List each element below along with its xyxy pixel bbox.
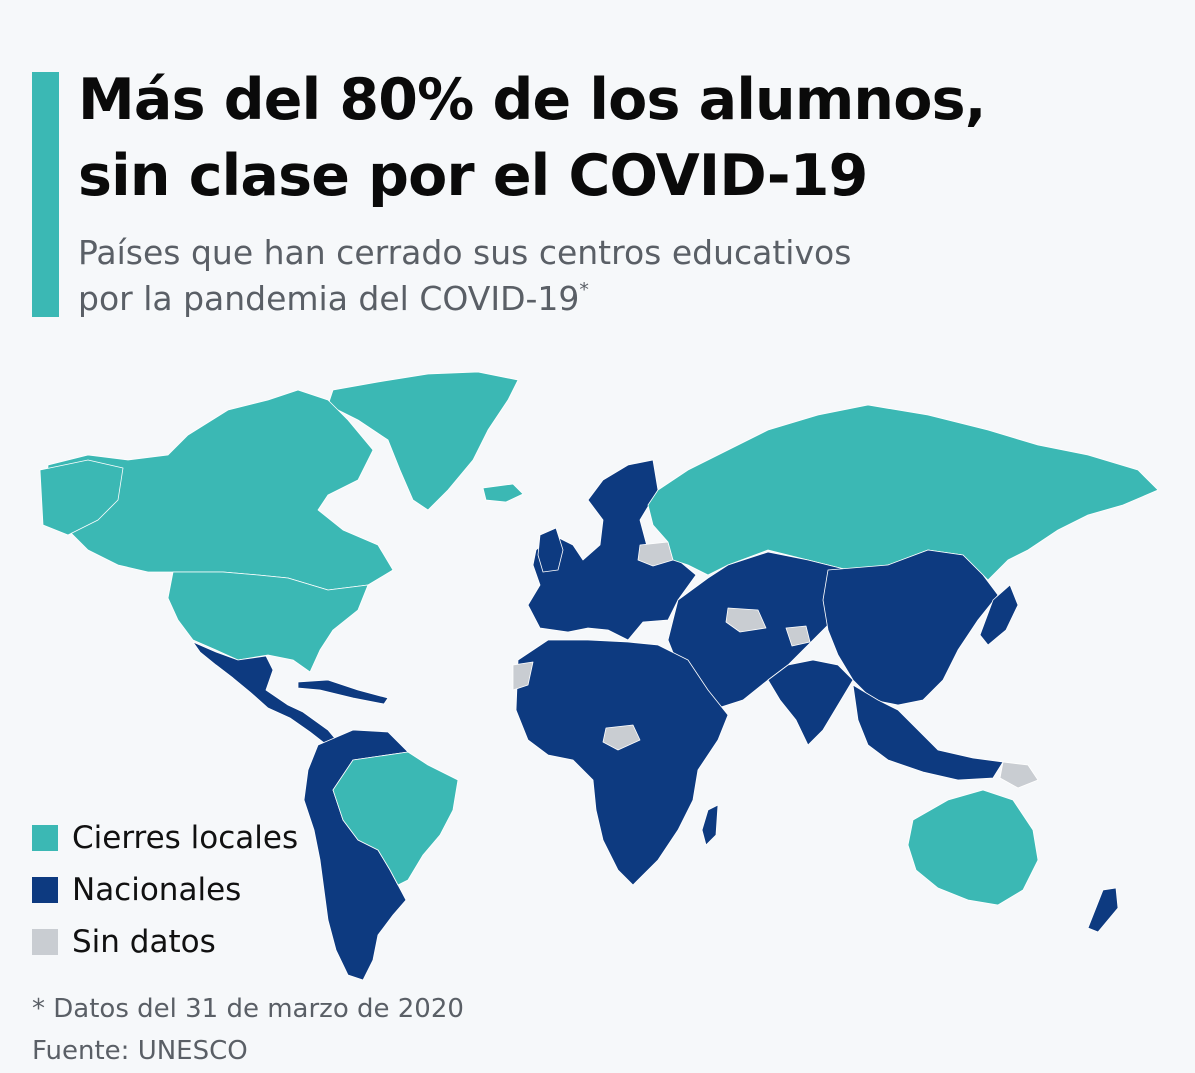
legend-item-sin-datos: Sin datos [32,916,352,968]
region-africa [515,639,729,886]
page-subtitle: Países que han cerrado sus centros educa… [78,230,1078,322]
legend-swatch-cierres-locales [32,825,58,851]
region-brazil [332,751,459,886]
region-tajikistan [785,625,811,647]
world-map [39,371,1159,981]
accent-bar [32,72,59,317]
title-line-1: Más del 80% de los alumnos, [78,67,986,133]
subtitle-line-1: Países que han cerrado sus centros educa… [78,233,852,272]
legend-item-cierres-locales: Cierres locales [32,812,352,864]
subtitle-line-2-text: por la pandemia del COVID-19 [78,279,580,318]
region-caribbean [297,679,389,705]
legend-label-nacionales: Nacionales [72,872,242,908]
region-russia [647,404,1159,581]
region-china-east-asia [822,549,999,706]
subtitle-footnote-marker: * [579,279,589,301]
legend-label-sin-datos: Sin datos [72,924,216,960]
page-title: Más del 80% de los alumnos, sin clase po… [78,62,1168,214]
source: Fuente: UNESCO [32,1036,248,1066]
region-western-sahara [512,661,534,691]
legend: Cierres locales Nacionales Sin datos [32,812,352,968]
region-iceland [482,483,524,503]
region-turkmenistan [725,607,767,633]
region-india [767,659,854,746]
legend-label-cierres-locales: Cierres locales [72,820,299,856]
region-usa [167,571,369,673]
region-canada [45,389,394,591]
footer: * Datos del 31 de marzo de 2020 Fuente: … [32,988,464,1072]
legend-swatch-nacionales [32,877,58,903]
legend-swatch-sin-datos [32,929,58,955]
region-alaska [39,459,124,536]
region-madagascar [701,804,719,846]
region-new-zealand [1087,887,1119,933]
legend-item-nacionales: Nacionales [32,864,352,916]
region-belarus [637,541,674,567]
footnote: * Datos del 31 de marzo de 2020 [32,994,464,1024]
region-papua-new-guinea [999,761,1039,789]
region-japan [979,584,1019,646]
region-uk [537,527,564,573]
title-line-2: sin clase por el COVID-19 [78,143,868,209]
region-central-african-republic [602,724,641,751]
region-southeast-asia [852,684,1004,781]
subtitle-line-2: por la pandemia del COVID-19* [78,276,1078,322]
region-greenland [327,371,519,511]
region-australia [907,789,1039,906]
